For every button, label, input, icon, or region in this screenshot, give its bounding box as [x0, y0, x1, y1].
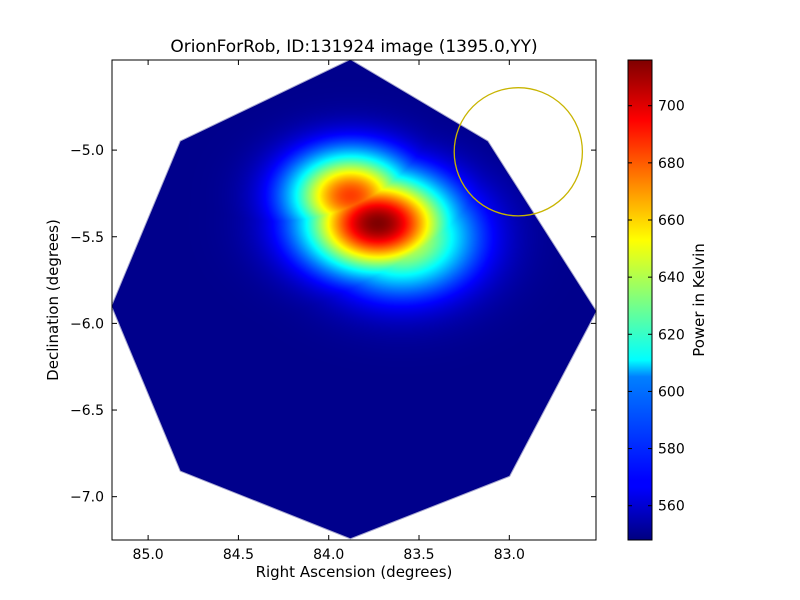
- colorbar-tick-label: 680: [658, 156, 685, 172]
- colorbar-label: Power in Kelvin: [690, 243, 708, 357]
- plot-area: 85.0 84.5 84.0 83.5 83.0 −5.0 −5.5 −6.0 −6.5 −7.…: [70, 59, 597, 563]
- colorbar-tick-label: 600: [658, 384, 685, 400]
- colorbar-tick-label: 700: [658, 99, 685, 115]
- y-tick-label: −5.0: [70, 143, 104, 159]
- colorbar-tick-label: 620: [658, 327, 685, 343]
- chart-title: OrionForRob, ID:131924 image (1395.0,YY): [170, 37, 537, 57]
- beam-circle: [453, 87, 584, 217]
- colorbar-tick-label: 560: [658, 499, 685, 515]
- colorbar: 560 580 600 620 640 660 680 700 Power in Kelvin: [627, 59, 708, 541]
- colorbar-frame: [627, 59, 653, 541]
- x-tick-label: 83.0: [494, 547, 525, 563]
- y-axis-ticks: −5.0 −5.5 −6.0 −6.5 −7.0: [70, 143, 596, 506]
- y-tick-label: −5.5: [70, 230, 104, 246]
- colorbar-tick-label: 640: [658, 270, 685, 286]
- plot-frame: [111, 59, 597, 541]
- x-tick-label: 83.5: [403, 547, 434, 563]
- x-axis-ticks: 85.0 84.5 84.0 83.5 83.0: [133, 60, 525, 563]
- x-tick-label: 85.0: [133, 547, 164, 563]
- colorbar-tick-label: 660: [658, 213, 685, 229]
- x-axis-label: Right Ascension (degrees): [256, 563, 453, 581]
- x-tick-label: 84.0: [313, 547, 344, 563]
- x-tick-label: 84.5: [223, 547, 254, 563]
- footprint-outline: [112, 60, 596, 540]
- y-axis-label: Declination (degrees): [44, 219, 62, 381]
- colorbar-tick-label: 580: [658, 442, 685, 458]
- y-tick-label: −6.0: [70, 316, 104, 332]
- colorbar-gradient: [628, 60, 652, 540]
- colorbar-ticks: 560 580 600 620 640 660 680 700: [628, 99, 685, 515]
- y-tick-label: −7.0: [70, 490, 104, 506]
- y-tick-label: −6.5: [70, 403, 104, 419]
